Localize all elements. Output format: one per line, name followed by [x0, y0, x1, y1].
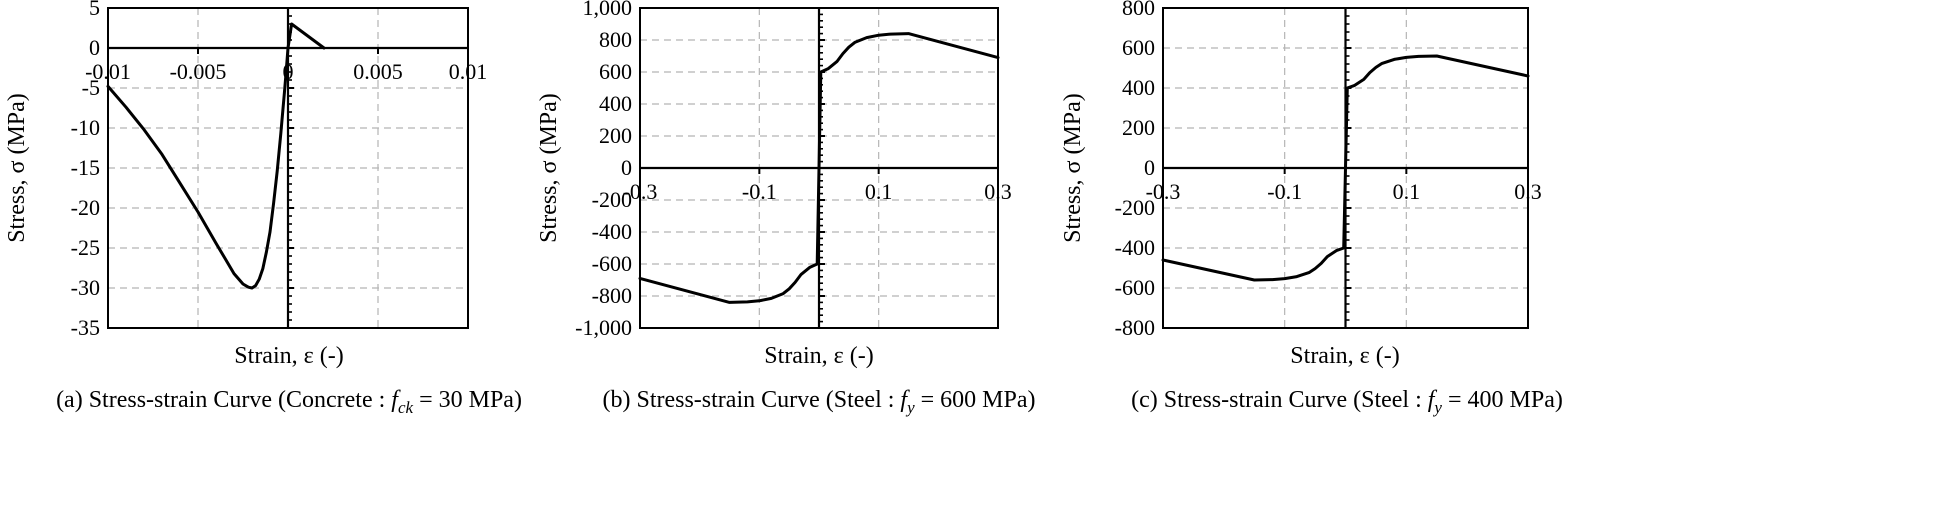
chart-caption: (a) Stress-strain Curve (Concrete : fck …: [56, 387, 522, 417]
x-tick-label: 0.3: [984, 179, 1012, 204]
y-tick-label: 600: [599, 59, 632, 84]
caption-prefix: (c) Stress-strain Curve (Steel :: [1131, 387, 1428, 413]
caption-subscript: y: [1432, 398, 1442, 417]
caption-suffix: = 400 MPa): [1442, 387, 1563, 413]
y-tick-label: 200: [1122, 115, 1155, 140]
y-tick-label: 1,000: [583, 0, 633, 20]
y-tick-label: 0: [89, 35, 100, 60]
x-tick-label: 0.1: [1393, 179, 1421, 204]
x-tick-label: 0.3: [1514, 179, 1542, 204]
x-axis-label: Strain, ε (-): [234, 343, 343, 369]
x-tick-label: -0.3: [1146, 179, 1181, 204]
y-tick-label: -35: [71, 315, 100, 340]
x-tick-label: 0: [283, 59, 294, 84]
y-tick-label: 0: [1144, 155, 1155, 180]
chart-panel-1: 5 0 -5 -10 -15 -20 -25 -30 -35 -0.01 -0.005 0 0.005 0…: [4, 0, 522, 417]
x-tick-label: -0.1: [1267, 179, 1302, 204]
y-tick-label: -200: [1115, 195, 1155, 220]
caption-subscript: y: [905, 398, 915, 417]
caption-suffix: = 600 MPa): [915, 387, 1036, 413]
x-axis-label: Strain, ε (-): [1290, 343, 1399, 369]
x-tick-label: -0.005: [170, 59, 227, 84]
y-tick-label: 800: [599, 27, 632, 52]
y-tick-label: 800: [1122, 0, 1155, 20]
caption-subscript: ck: [398, 398, 414, 417]
x-tick-label: -0.1: [742, 179, 777, 204]
x-tick-label: 0.1: [865, 179, 893, 204]
chart-caption: (c) Stress-strain Curve (Steel : fy = 40…: [1131, 387, 1563, 417]
y-tick-label: -200: [592, 187, 632, 212]
y-axis-label: Stress, σ (MPa): [1060, 93, 1086, 243]
y-tick-label: -600: [592, 251, 632, 276]
y-tick-label: -400: [592, 219, 632, 244]
series-line-steel-400: [1161, 54, 1530, 282]
chart-caption: (b) Stress-strain Curve (Steel : fy = 60…: [602, 387, 1035, 417]
y-tick-label: -800: [592, 283, 632, 308]
y-tick-label: 400: [1122, 75, 1155, 100]
y-tick-label: 200: [599, 123, 632, 148]
chart-panel-3: 800 600 400 200 0 -200 -400 -600 -800 -0.3 -0.1 0.1…: [1060, 0, 1563, 417]
caption-symbol: f: [391, 387, 401, 413]
y-tick-label: -25: [71, 235, 100, 260]
x-axis-label: Strain, ε (-): [764, 343, 873, 369]
caption-symbol: f: [900, 387, 910, 413]
y-tick-label: -800: [1115, 315, 1155, 340]
x-tick-label: -0.01: [85, 59, 131, 84]
y-tick-label: 5: [89, 0, 100, 20]
series-line-concrete: [106, 46, 290, 290]
y-tick-label: 0: [621, 155, 632, 180]
y-tick-label: 600: [1122, 35, 1155, 60]
x-tick-label: 0.01: [449, 59, 488, 84]
y-tick-label: -5: [82, 75, 100, 100]
y-tick-label: -600: [1115, 275, 1155, 300]
y-tick-label: -400: [1115, 235, 1155, 260]
chart-panel-2: 1,000 800 600 400 200 0 -200 -400 -600 -800 -1,000…: [536, 0, 1036, 417]
caption-prefix: (a) Stress-strain Curve (Concrete :: [56, 387, 391, 413]
y-tick-label: -30: [71, 275, 100, 300]
caption-suffix: = 30 MPa): [413, 387, 522, 413]
y-tick-label: -20: [71, 195, 100, 220]
series-line-concrete-tension: [286, 22, 326, 50]
y-axis-label: Stress, σ (MPa): [536, 93, 562, 243]
x-tick-label: -0.3: [623, 179, 658, 204]
x-tick-label: 0.005: [353, 59, 403, 84]
y-axis-label: Stress, σ (MPa): [4, 93, 30, 243]
y-tick-label: -10: [71, 115, 100, 140]
y-tick-label: -15: [71, 155, 100, 180]
series-line-steel-600: [638, 32, 1000, 304]
y-tick-label: -1,000: [575, 315, 632, 340]
y-tick-label: 400: [599, 91, 632, 116]
caption-symbol: f: [1428, 387, 1438, 413]
caption-prefix: (b) Stress-strain Curve (Steel :: [602, 387, 900, 413]
